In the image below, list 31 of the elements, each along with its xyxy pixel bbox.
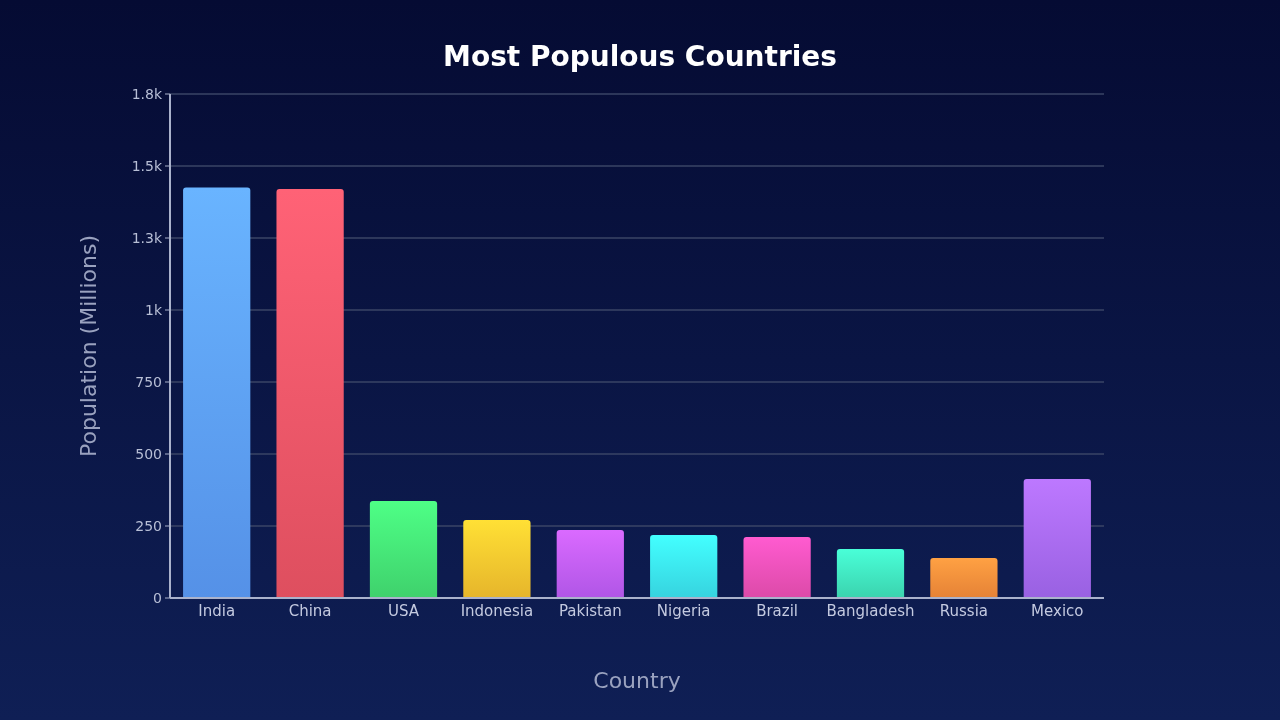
x-tick-label: Indonesia: [460, 602, 534, 620]
y-tick-label: 1.5k: [131, 157, 163, 174]
y-tick-label: 750: [135, 373, 162, 390]
y-tick-label: 500: [135, 445, 162, 462]
bar: [183, 187, 251, 598]
y-tick-label: 1.3k: [131, 229, 163, 246]
y-axis-title: Population (Millions): [76, 234, 101, 458]
x-tick-label: Brazil: [756, 602, 799, 620]
x-tick-label: Nigeria: [656, 602, 711, 620]
y-tick-label: 250: [135, 517, 162, 534]
bar: [836, 549, 905, 598]
x-tick-label: China: [288, 602, 332, 620]
y-tick-label: 0: [153, 589, 162, 606]
bar: [743, 536, 811, 598]
x-axis-title: Country: [593, 668, 681, 693]
bar: [650, 534, 718, 598]
x-tick-label: Pakistan: [558, 602, 622, 620]
bar: [463, 519, 531, 598]
y-tick-label: 1k: [144, 301, 163, 318]
bar: [276, 189, 344, 598]
bar: [1023, 479, 1091, 598]
x-tick-label: India: [198, 602, 236, 620]
bar: [369, 500, 438, 598]
x-tick-label: Bangladesh: [826, 602, 915, 620]
chart-title: Most Populous Countries: [443, 40, 837, 73]
x-tick-label: USA: [387, 602, 420, 620]
bar: [556, 530, 624, 598]
bar: [930, 557, 998, 598]
x-tick-label: Mexico: [1031, 602, 1084, 620]
x-tick-label: Russia: [939, 602, 989, 620]
y-tick-label: 1.8k: [131, 85, 163, 102]
